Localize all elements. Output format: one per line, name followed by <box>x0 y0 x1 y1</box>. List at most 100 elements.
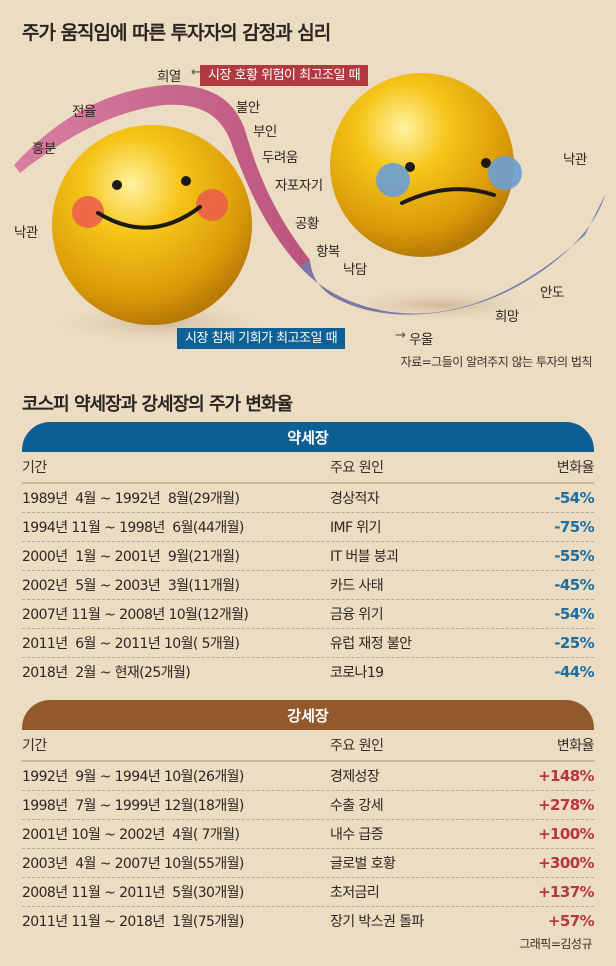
bear-rows: 1989년 4월 ~ 1992년 8월(29개월) 경상적자 -54% 1994년 … <box>22 484 595 686</box>
column-period: 기간 <box>22 738 47 754</box>
cause-cell: 장기 박스권 돌파 <box>330 914 424 930</box>
table-row: 1992년 9월 ~ 1994년 10월(26개월) 경제성장 +148% <box>22 762 595 791</box>
emotion-cycle-illustration: 낙관 흥분 전율 희열 불안 부인 두려움 자포자기 공황 항복 낙담 우울 희… <box>0 55 616 375</box>
sad-emoji-ball <box>330 73 522 257</box>
rate-cell: -54% <box>554 489 594 507</box>
period-cell: 2011년 6월 ~ 2011년 10월( 5개월) <box>22 636 240 652</box>
rate-cell: -54% <box>554 605 594 623</box>
rate-cell: +278% <box>538 796 595 814</box>
boom-risk-callout: 시장 호황 위험이 최고조일 때 <box>200 65 369 86</box>
period-cell: 2007년 11월 ~ 2008년 10월(12개월) <box>22 607 249 623</box>
cause-cell: 경제성장 <box>330 769 380 785</box>
period-cell: 1989년 4월 ~ 1992년 8월(29개월) <box>22 491 240 507</box>
cause-cell: 카드 사태 <box>330 578 384 594</box>
period-cell: 2001년 10월 ~ 2002년 4월( 7개월) <box>22 827 240 843</box>
table-row: 1994년 11월 ~ 1998년 6월(44개월) IMF 위기 -75% <box>22 513 595 542</box>
left-eye <box>112 180 122 190</box>
emotion-label: 공황 <box>295 216 319 232</box>
emotion-label: 자포자기 <box>275 178 323 194</box>
period-cell: 2000년 1월 ~ 2001년 9월(21개월) <box>22 549 240 565</box>
period-cell: 2018년 2월 ~ 현재(25개월) <box>22 665 191 681</box>
rate-cell: -55% <box>554 547 594 565</box>
left-cheek <box>376 163 410 197</box>
cause-cell: 경상적자 <box>330 491 380 507</box>
table-row: 2008년 11월 ~ 2011년 5월(30개월) 초저금리 +137% <box>22 878 595 907</box>
rate-cell: +300% <box>538 854 595 872</box>
emotion-wave-graphic <box>14 73 605 345</box>
rate-cell: +148% <box>538 767 595 785</box>
rate-cell: -45% <box>554 576 594 594</box>
table-row: 2000년 1월 ~ 2001년 9월(21개월) IT 버블 붕괴 -55% <box>22 542 595 571</box>
column-period: 기간 <box>22 460 47 476</box>
column-header-row: 기간 주요 원인 변화율 <box>22 452 595 484</box>
emotion-label: 우울 <box>409 332 433 348</box>
emotion-label: 희망 <box>495 309 519 325</box>
right-cheek <box>196 189 228 221</box>
rate-cell: +100% <box>538 825 595 843</box>
right-eye <box>481 158 491 168</box>
rate-cell: +57% <box>547 912 595 930</box>
left-cheek <box>72 196 104 228</box>
column-header-row: 기간 주요 원인 변화율 <box>22 730 595 762</box>
emotion-label: 흥분 <box>32 141 56 157</box>
bull-rows: 1992년 9월 ~ 1994년 10월(26개월) 경제성장 +148% 1998… <box>22 762 595 935</box>
emotion-label: 두려움 <box>262 150 298 166</box>
smile <box>96 205 202 230</box>
cause-cell: 초저금리 <box>330 885 380 901</box>
cause-cell: IMF 위기 <box>330 520 381 536</box>
rising-emotion-band <box>14 84 310 267</box>
table-row: 2003년 4월 ~ 2007년 10월(55개월) 글로벌 호황 +300% <box>22 849 595 878</box>
table-row: 2002년 5월 ~ 2003년 3월(11개월) 카드 사태 -45% <box>22 571 595 600</box>
frown <box>400 187 496 205</box>
graphic-credit: 그래픽=김성규 <box>519 937 592 951</box>
right-cheek <box>488 156 522 190</box>
page-title: 주가 움직임에 따른 투자자의 감정과 심리 <box>22 22 331 44</box>
column-rate: 변화율 <box>556 738 595 754</box>
rate-cell: -75% <box>554 518 594 536</box>
emotion-label: 부인 <box>253 124 277 140</box>
column-cause: 주요 원인 <box>330 738 384 754</box>
happy-emoji-ball <box>52 125 252 325</box>
emotion-label: 낙담 <box>343 262 367 278</box>
emotion-label: 희열 <box>157 69 181 85</box>
cause-cell: 글로벌 호황 <box>330 856 396 872</box>
table-row: 2011년 6월 ~ 2011년 10월( 5개월) 유럽 재정 불안 -25% <box>22 629 595 658</box>
source-note: 자료=그들이 알려주지 않는 투자의 법칙 <box>400 355 593 369</box>
period-cell: 2011년 11월 ~ 2018년 1월(75개월) <box>22 914 244 930</box>
bull-market-table: 강세장 기간 주요 원인 변화율 1992년 9월 ~ 1994년 10월(26… <box>22 700 595 935</box>
bear-market-header: 약세장 <box>22 422 594 452</box>
period-cell: 1994년 11월 ~ 1998년 6월(44개월) <box>22 520 244 536</box>
table-row: 2001년 10월 ~ 2002년 4월( 7개월) 내수 급증 +100% <box>22 820 595 849</box>
period-cell: 2003년 4월 ~ 2007년 10월(55개월) <box>22 856 244 872</box>
emotion-label: 낙관 <box>14 225 38 241</box>
right-arrow-icon: → <box>395 328 406 343</box>
cause-cell: 유럽 재정 불안 <box>330 636 412 652</box>
slump-opportunity-callout: 시장 침체 기회가 최고조일 때 <box>177 328 346 349</box>
column-rate: 변화율 <box>556 460 595 476</box>
rate-cell: -44% <box>554 663 594 681</box>
emotion-label: 낙관 <box>563 152 587 168</box>
table-row: 2011년 11월 ~ 2018년 1월(75개월) 장기 박스권 돌파 +57% <box>22 907 595 935</box>
emotion-label: 불안 <box>236 100 260 116</box>
section-title: 코스피 약세장과 강세장의 주가 변화율 <box>22 394 293 415</box>
rate-cell: -25% <box>554 634 594 652</box>
period-cell: 2002년 5월 ~ 2003년 3월(11개월) <box>22 578 240 594</box>
period-cell: 1992년 9월 ~ 1994년 10월(26개월) <box>22 769 244 785</box>
period-cell: 2008년 11월 ~ 2011년 5월(30개월) <box>22 885 244 901</box>
emotion-label: 전율 <box>72 104 96 120</box>
emotion-label: 항복 <box>316 244 340 260</box>
cause-cell: IT 버블 붕괴 <box>330 549 399 565</box>
left-arrow-icon: ← <box>191 65 202 80</box>
emotion-label: 안도 <box>540 285 564 301</box>
table-row: 1989년 4월 ~ 1992년 8월(29개월) 경상적자 -54% <box>22 484 595 513</box>
column-cause: 주요 원인 <box>330 460 384 476</box>
bull-market-header: 강세장 <box>22 700 594 730</box>
cause-cell: 코로나19 <box>330 665 384 681</box>
cause-cell: 수출 강세 <box>330 798 384 814</box>
left-eye <box>405 162 415 172</box>
table-row: 2018년 2월 ~ 현재(25개월) 코로나19 -44% <box>22 658 595 686</box>
right-eye <box>181 176 191 186</box>
cause-cell: 내수 급증 <box>330 827 384 843</box>
cause-cell: 금융 위기 <box>330 607 384 623</box>
period-cell: 1998년 7월 ~ 1999년 12월(18개월) <box>22 798 244 814</box>
